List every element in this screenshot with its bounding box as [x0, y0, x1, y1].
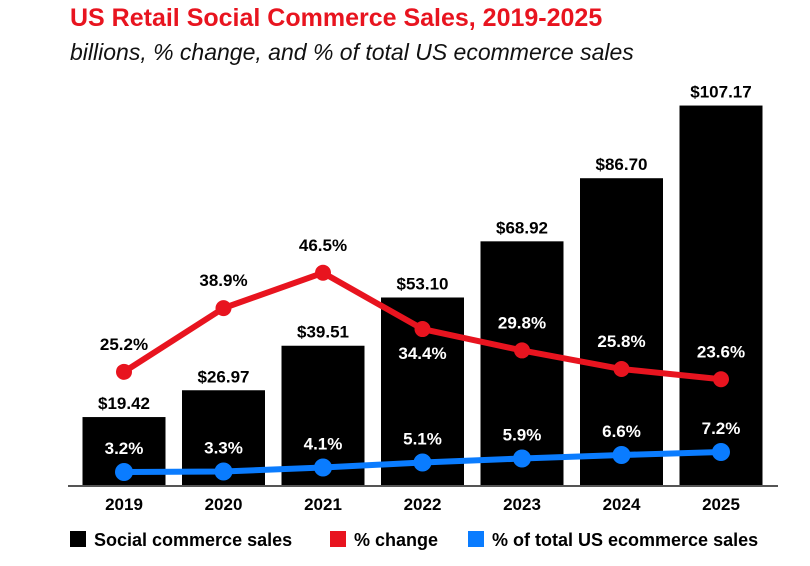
- share-point: [612, 446, 631, 464]
- share-label: 3.2%: [105, 439, 144, 458]
- change-label: 29.8%: [498, 313, 546, 332]
- legend-label: % change: [354, 530, 438, 550]
- change-label: 25.8%: [597, 332, 645, 351]
- change-label: 25.2%: [100, 335, 148, 354]
- bar-label: $68.92: [496, 218, 548, 237]
- change-point: [315, 264, 331, 281]
- share-point: [513, 449, 531, 468]
- change-point: [613, 361, 630, 378]
- change-label: 46.5%: [299, 236, 347, 255]
- bar-label: $53.10: [397, 274, 449, 293]
- x-tick-label: 2025: [702, 495, 740, 514]
- share-label: 5.9%: [503, 426, 542, 445]
- share-point: [712, 443, 730, 461]
- share-point: [314, 458, 332, 477]
- share-point: [115, 463, 133, 481]
- bar-label: $107.17: [690, 83, 751, 102]
- x-tick-label: 2019: [105, 495, 143, 514]
- change-label: 38.9%: [199, 271, 247, 290]
- bar-label: $86.70: [596, 155, 648, 174]
- x-tick-label: 2022: [404, 495, 442, 514]
- chart-title: US Retail Social Commerce Sales, 2019-20…: [70, 4, 603, 32]
- bar-label: $39.51: [297, 323, 349, 342]
- share-label: 4.1%: [304, 435, 343, 454]
- change-point: [116, 363, 132, 380]
- bar-2023: [480, 241, 564, 486]
- share-point: [413, 453, 432, 472]
- chart-subtitle: billions, % change, and % of total US ec…: [70, 39, 634, 65]
- change-label: 34.4%: [398, 344, 446, 363]
- change-point: [713, 371, 729, 388]
- legend-swatch: [70, 531, 86, 547]
- x-tick-label: 2023: [503, 495, 541, 514]
- share-label: 7.2%: [702, 419, 741, 438]
- bar-2025: [679, 105, 763, 486]
- legend-swatch: [468, 531, 484, 547]
- change-label: 23.6%: [697, 342, 745, 361]
- legend-label: % of total US ecommerce sales: [492, 530, 758, 550]
- share-label: 6.6%: [602, 422, 641, 441]
- bar-label: $19.42: [98, 394, 150, 413]
- change-point: [514, 342, 530, 359]
- bar-2024: [580, 178, 663, 486]
- change-point: [215, 300, 232, 317]
- share-label: 5.1%: [403, 430, 442, 449]
- legend-swatch: [330, 531, 346, 547]
- share-label: 3.3%: [204, 439, 243, 458]
- legend-label: Social commerce sales: [94, 530, 292, 550]
- bar-label: $26.97: [198, 367, 250, 386]
- change-point: [414, 321, 431, 338]
- x-tick-label: 2024: [603, 495, 641, 514]
- x-tick-label: 2020: [205, 495, 243, 514]
- x-tick-label: 2021: [304, 495, 342, 514]
- share-point: [214, 462, 233, 481]
